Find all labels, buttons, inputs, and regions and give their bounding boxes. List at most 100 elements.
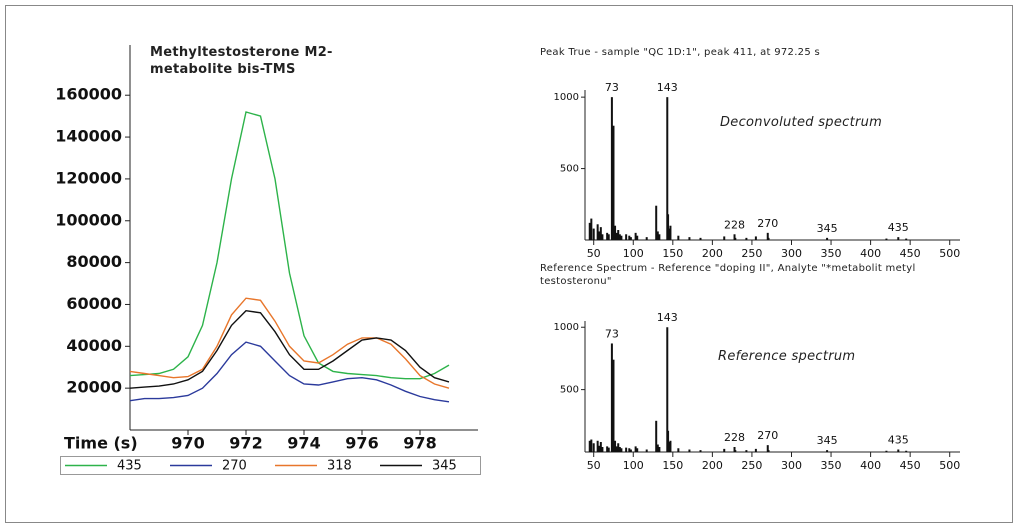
x-tick-label: 400 bbox=[860, 247, 881, 260]
spectrum-stick bbox=[885, 450, 888, 452]
x-axis-label: Time (s) bbox=[64, 434, 138, 453]
y-tick-label: 60000 bbox=[66, 294, 122, 313]
x-tick-label: 300 bbox=[781, 459, 802, 472]
spectrum-stick bbox=[590, 439, 593, 452]
spectrum-stick bbox=[767, 237, 770, 240]
spectrum-stick bbox=[734, 237, 737, 240]
legend-label: 435 bbox=[117, 459, 142, 474]
spectrum-stick bbox=[598, 445, 601, 452]
spectrum-stick bbox=[599, 227, 602, 240]
spectrum-stick bbox=[885, 238, 888, 240]
peak-label: 143 bbox=[657, 311, 678, 324]
x-tick-label: 150 bbox=[662, 247, 683, 260]
spectrum-stick bbox=[658, 234, 661, 240]
spectrum-stick bbox=[607, 234, 610, 240]
spectrum-stick bbox=[699, 237, 702, 240]
spectrum-stick bbox=[745, 237, 748, 240]
spectrum-title: Peak True - sample "QC 1D:1", peak 411, … bbox=[540, 47, 820, 58]
spectrum-stick bbox=[615, 446, 618, 452]
spectrum-stick bbox=[667, 430, 670, 452]
x-tick-label: 150 bbox=[662, 459, 683, 472]
spectrum-stick bbox=[656, 444, 659, 452]
spectrum-stick bbox=[634, 446, 637, 452]
legend-box bbox=[60, 456, 481, 475]
series-line bbox=[129, 341, 450, 403]
x-tick-label: 974 bbox=[287, 434, 320, 453]
spectrum-stick bbox=[667, 442, 670, 452]
spectrum-stick bbox=[656, 231, 659, 240]
spectrum-stick bbox=[669, 225, 672, 240]
spectrum-stick bbox=[606, 446, 609, 452]
spectrum-stick bbox=[655, 205, 658, 240]
peak-label: 73 bbox=[605, 327, 619, 340]
spectrum-stick bbox=[677, 235, 680, 240]
spectrum-stick bbox=[620, 235, 623, 240]
x-tick-label: 50 bbox=[587, 247, 601, 260]
series-line bbox=[129, 309, 450, 389]
spectrum-stick bbox=[826, 237, 829, 240]
y-tick-label: 120000 bbox=[55, 168, 122, 187]
x-tick-label: 972 bbox=[229, 434, 262, 453]
spectrum-stick bbox=[629, 449, 632, 452]
spectrum-stick bbox=[658, 447, 661, 452]
spectrum-stick bbox=[733, 234, 736, 240]
spectrum-stick bbox=[766, 232, 769, 240]
x-tick-label: 50 bbox=[587, 459, 601, 472]
spectrum-stick bbox=[628, 448, 631, 452]
spectrum-stick bbox=[897, 449, 900, 452]
spectrum-stick bbox=[592, 443, 595, 452]
series-line bbox=[129, 111, 450, 380]
peak-label: 270 bbox=[757, 429, 778, 442]
spectrum-stick bbox=[607, 447, 610, 452]
spectrum-stick bbox=[612, 359, 615, 452]
legend-label: 345 bbox=[432, 459, 457, 474]
spectrum-stick bbox=[766, 445, 769, 452]
spectrum-stick bbox=[677, 448, 680, 452]
spectrum-stick bbox=[767, 450, 770, 452]
y-tick-label: 140000 bbox=[55, 127, 122, 146]
spectrum-stick bbox=[667, 228, 670, 240]
spectrum-stick bbox=[598, 231, 601, 240]
spectrum-stick bbox=[688, 449, 691, 452]
spectrum-stick bbox=[625, 234, 628, 240]
spectrum-stick bbox=[634, 232, 637, 240]
spectrum-stick bbox=[645, 237, 648, 240]
x-tick-label: 200 bbox=[702, 247, 723, 260]
annotation: Reference spectrum bbox=[718, 349, 856, 364]
peak-label: 435 bbox=[888, 221, 909, 234]
x-tick-label: 300 bbox=[781, 247, 802, 260]
y-tick-label: 500 bbox=[560, 385, 579, 396]
spectrum-stick bbox=[754, 448, 757, 452]
spectrum-stick bbox=[599, 442, 602, 452]
peak-label: 228 bbox=[724, 218, 745, 231]
spectrum-stick bbox=[618, 447, 621, 452]
spectrum-stick bbox=[617, 443, 620, 452]
spectrum-stick bbox=[905, 450, 908, 452]
x-tick-label: 978 bbox=[403, 434, 436, 453]
spectrum-stick bbox=[666, 97, 669, 241]
x-tick-label: 450 bbox=[900, 247, 921, 260]
peak-label: 228 bbox=[724, 431, 745, 444]
spectrum-stick bbox=[614, 225, 617, 240]
spectrum-stick bbox=[625, 447, 628, 452]
spectrum-stick bbox=[628, 235, 631, 240]
spectrum-stick bbox=[601, 234, 604, 240]
spectrum-stick bbox=[606, 232, 609, 240]
peak-label: 435 bbox=[888, 434, 909, 447]
x-tick-label: 350 bbox=[821, 459, 842, 472]
spectrum-stick bbox=[610, 343, 613, 452]
y-tick-label: 20000 bbox=[66, 378, 122, 397]
chart-title: Methyltestosterone M2-metabolite bis-TMS bbox=[150, 45, 333, 77]
legend-label: 318 bbox=[327, 459, 352, 474]
spectrum-stick bbox=[745, 450, 748, 452]
x-tick-label: 350 bbox=[821, 247, 842, 260]
y-tick-label: 160000 bbox=[55, 85, 122, 104]
spectrum-stick bbox=[723, 448, 726, 452]
annotation: Deconvoluted spectrum bbox=[720, 115, 883, 130]
peak-label: 345 bbox=[817, 222, 838, 235]
spectrum-stick bbox=[596, 224, 599, 240]
spectrum-stick bbox=[588, 440, 591, 452]
spectrum-stick bbox=[615, 232, 618, 240]
spectrum-stick bbox=[826, 450, 829, 452]
